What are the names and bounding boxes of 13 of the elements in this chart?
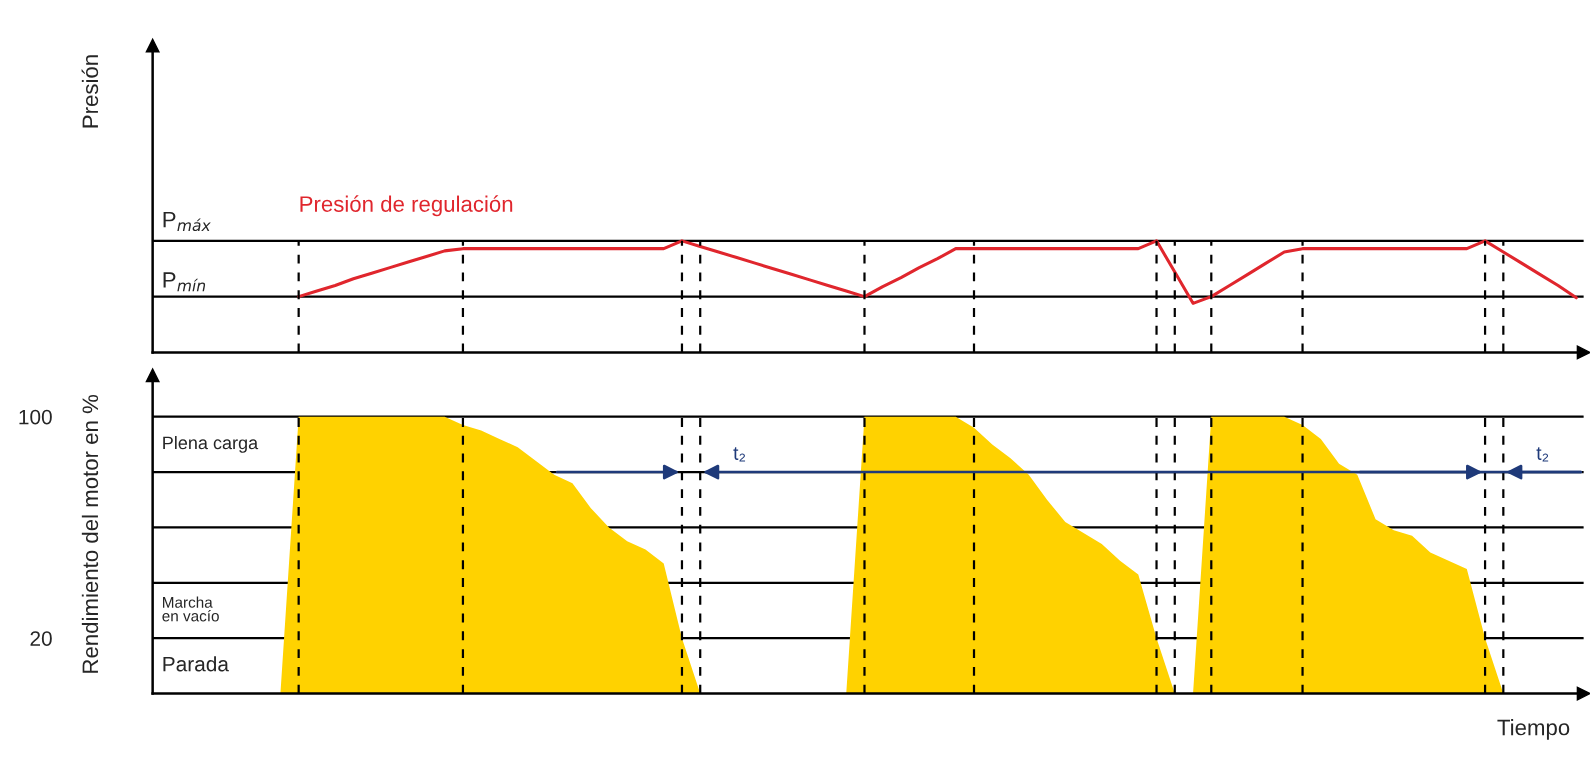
annotation: Marcha en vacío xyxy=(162,596,219,622)
annotation: t₂ xyxy=(1536,447,1549,462)
y-tick-label: 100 xyxy=(19,409,52,425)
y-axis-title: Presión xyxy=(81,55,99,128)
annotation: Parada xyxy=(163,656,229,672)
y-axis-title: Rendimiento del motor en % xyxy=(81,394,99,673)
ref-line-label: P$_{mín}$ xyxy=(163,272,206,292)
series-label: Presión de regulación xyxy=(300,195,513,217)
annotation: t₂ xyxy=(733,447,746,462)
x-axis-title: Tiempo xyxy=(1497,719,1570,740)
ref-line-label: P$_{máx}$ xyxy=(163,211,211,232)
y-tick-label: 20 xyxy=(30,631,52,646)
annotation: Plena carga xyxy=(163,436,259,453)
